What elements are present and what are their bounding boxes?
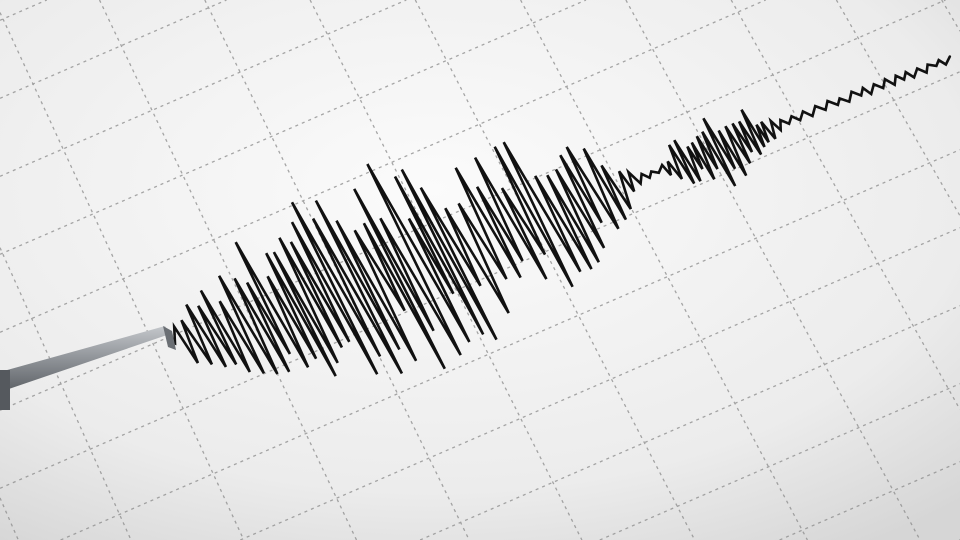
grid-line — [941, 0, 960, 32]
grid-line — [599, 383, 960, 540]
grid-line — [419, 305, 960, 540]
grid-line — [204, 0, 470, 540]
grid-line — [0, 0, 587, 255]
grid-line — [98, 0, 358, 540]
stylus-needle — [0, 326, 176, 410]
grid-line — [0, 497, 19, 540]
grid-line — [0, 0, 227, 99]
grid-line — [0, 247, 132, 540]
grid-line — [240, 227, 960, 540]
grid-line — [0, 12, 245, 540]
grid-line — [730, 0, 960, 410]
grid-line — [779, 461, 960, 540]
seismic-trace — [170, 55, 952, 377]
grid-line — [625, 0, 921, 540]
grid-line — [0, 0, 766, 333]
grid-line — [0, 0, 48, 21]
grid-line — [414, 0, 696, 540]
grid-line — [60, 149, 960, 540]
